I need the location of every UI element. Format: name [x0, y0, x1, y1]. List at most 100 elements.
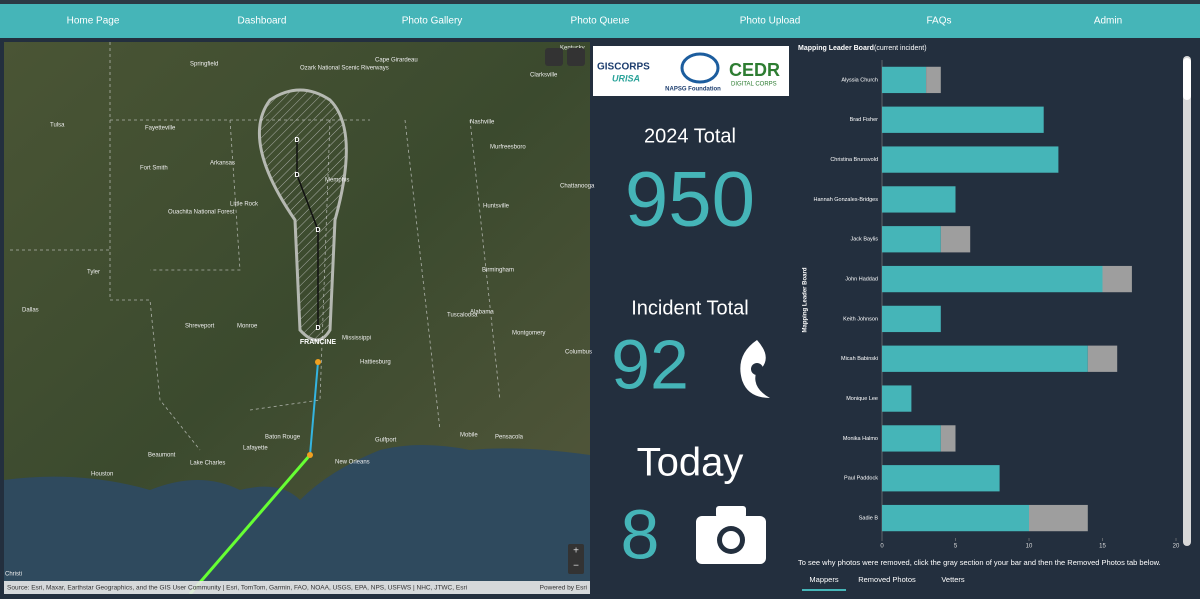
removed-segment[interactable]: [1087, 345, 1118, 372]
map-label: Little Rock: [230, 202, 259, 208]
map-label: Houston: [91, 472, 113, 478]
storm-marker: D: [294, 172, 299, 179]
bar-segment: [882, 186, 956, 213]
map-label: Beaumont: [148, 453, 176, 459]
chart-title: Mapping Leader Board: [798, 45, 874, 52]
stat-label: Incident Total: [631, 297, 749, 319]
map-label: Springfield: [190, 62, 218, 68]
bar-segment: [882, 425, 941, 452]
y-axis-label: Mapping Leader Board: [803, 267, 809, 332]
stat-value: 92: [611, 325, 689, 403]
map-label: Columbus: [565, 350, 592, 356]
x-tick-label: 20: [1173, 544, 1180, 550]
tab[interactable]: Vetters: [941, 575, 965, 584]
x-tick-label: 15: [1099, 544, 1106, 550]
nav-item[interactable]: Photo Gallery: [402, 16, 463, 27]
map-label: Chattanooga: [560, 184, 595, 190]
map-label: Birmingham: [482, 268, 514, 274]
map-label: Cape Girardeau: [375, 58, 418, 64]
scroll-thumb[interactable]: [1183, 58, 1191, 100]
map-label: Clarksville: [530, 73, 558, 79]
tab[interactable]: Removed Photos: [858, 575, 916, 584]
zoom-in[interactable]: +: [573, 546, 579, 557]
nav-item[interactable]: Photo Upload: [740, 16, 801, 27]
logo-urisa: URISA: [612, 73, 640, 83]
storm-icon: [740, 340, 770, 398]
logo-giscorps: GISCORPS: [597, 62, 650, 73]
category-label: Brad Fisher: [850, 117, 879, 123]
category-label: Jack Baylis: [850, 237, 878, 243]
bar-segment: [882, 106, 1044, 133]
removed-segment[interactable]: [940, 425, 956, 452]
map-label: Mississippi: [342, 336, 371, 342]
napsg-icon: [680, 52, 720, 84]
bar-segment: [882, 385, 912, 412]
zoom-control[interactable]: [568, 544, 584, 574]
storm-marker: D: [315, 227, 320, 234]
removed-segment[interactable]: [1102, 265, 1132, 293]
storm-center: [315, 359, 321, 365]
map-label: Gulfport: [375, 438, 397, 444]
map-label: Pensacola: [495, 435, 524, 441]
removed-segment[interactable]: [926, 66, 941, 94]
nav-bar: [0, 4, 1200, 38]
map-label: Dallas: [22, 308, 39, 314]
bar-segment: [882, 226, 941, 253]
bar-segment: [882, 465, 1000, 492]
map-label: Alabama: [470, 310, 494, 316]
stat-label: Today: [637, 441, 744, 485]
category-label: John Haddad: [845, 277, 878, 283]
map-label: Lake Charles: [190, 461, 225, 467]
map-label: Ouachita National Forest: [168, 210, 235, 216]
logo-napsg: NAPSG Foundation: [665, 87, 721, 93]
map-label: Nashville: [470, 120, 495, 126]
attribution: Source: Esri, Maxar, Earthstar Geographi…: [7, 585, 467, 592]
map-label: Fayetteville: [145, 126, 176, 132]
map-label: Mobile: [460, 433, 478, 439]
storm-marker: D: [315, 325, 320, 332]
tab[interactable]: Mappers: [809, 575, 838, 584]
nav-item[interactable]: Photo Queue: [571, 16, 630, 27]
zoom-out[interactable]: −: [573, 561, 579, 572]
nav-item[interactable]: FAQs: [926, 16, 951, 27]
map-label: Baton Rouge: [265, 435, 301, 441]
forecast-track: [296, 140, 319, 330]
x-tick-label: 10: [1026, 544, 1033, 550]
removed-segment[interactable]: [940, 226, 971, 253]
storm-marker: D: [294, 137, 299, 144]
map-label: Tyler: [87, 270, 100, 276]
map-label: Fort Smith: [140, 166, 168, 172]
map-label: Memphis: [325, 178, 349, 184]
stat-value: 8: [621, 495, 660, 573]
observed-track: [309, 361, 319, 456]
scrollbar[interactable]: [1183, 56, 1191, 546]
layers-button[interactable]: [567, 48, 585, 66]
nav-item[interactable]: Home Page: [67, 16, 120, 27]
logo-cedr: CEDR: [729, 60, 780, 80]
map-label: Murfreesboro: [490, 145, 526, 151]
nav-item[interactable]: Dashboard: [238, 16, 287, 27]
category-label: Micah Babinski: [841, 356, 878, 362]
x-tick-label: 0: [880, 544, 884, 550]
map-label: New Orleans: [335, 460, 370, 466]
bar-segment: [882, 66, 927, 94]
bar-segment: [882, 345, 1088, 372]
gulf: [4, 445, 590, 594]
category-label: Keith Johnson: [843, 316, 878, 322]
map-label: Ozark National Scenic Riverways: [300, 66, 389, 72]
track-point: [307, 452, 313, 458]
chart-subtitle: (current incident): [874, 45, 927, 52]
map-label: Shreveport: [185, 324, 215, 330]
attribution-bar: [4, 581, 590, 594]
category-label: Sadie B: [859, 516, 879, 522]
nav-item[interactable]: Admin: [1094, 16, 1122, 27]
map-label: Lafayette: [243, 446, 268, 452]
category-label: Monika Halmo: [843, 436, 878, 442]
search-button[interactable]: [545, 48, 563, 66]
bar-segment: [882, 265, 1103, 293]
removed-segment[interactable]: [1029, 504, 1088, 532]
map-label: Tulsa: [50, 123, 65, 129]
category-label: Alyssia Church: [841, 77, 878, 83]
